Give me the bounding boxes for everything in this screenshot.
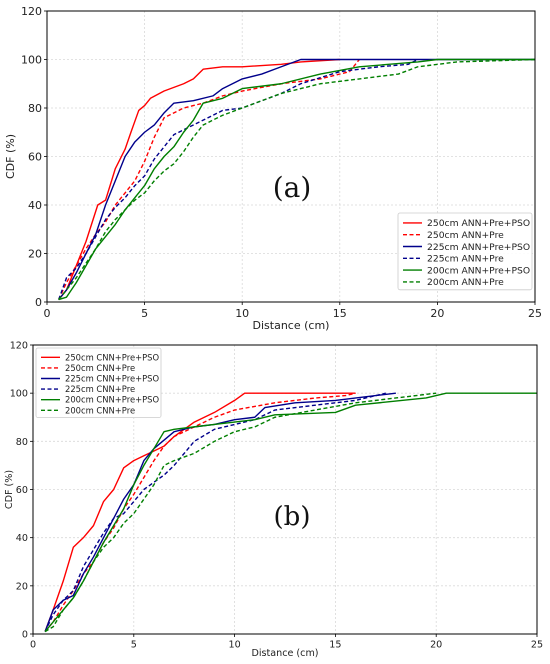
tick-labels: 0 5 10 15 20 25 0 20 40 60 80 100 120 [10,340,543,650]
y-tick-label: 100 [21,53,42,66]
y-tick-label: 20 [16,581,28,592]
legend-label-5: 200cm CNN+Pre+PSO [65,395,160,405]
legend-label-6: 200cm ANN+Pre [427,277,504,288]
x-tick-label: 0 [30,640,36,651]
y-axis-label: CDF (%) [4,470,15,509]
chart-panel-b: 0 5 10 15 20 25 0 20 40 60 80 100 120 Distance (cm) CD… [4,340,543,659]
legend-label-5: 200cm ANN+Pre+PSO [427,265,530,276]
series-line-3 [44,392,396,632]
y-tick-label: 100 [10,389,28,400]
x-tick-label: 10 [235,307,249,320]
y-tick-label: 80 [16,437,28,448]
series-line-1 [58,58,340,301]
x-tick-label: 15 [333,307,347,320]
y-tick-label: 60 [16,485,28,496]
tick-labels: 0 5 10 15 20 25 0 20 40 60 80 100 120 [21,5,542,320]
panel-label: (a) [273,171,312,204]
series-line-2 [58,59,360,300]
y-tick-label: 0 [35,296,42,309]
legend-label-3: 225cm ANN+Pre+PSO [427,242,530,253]
x-tick-label: 10 [228,640,240,651]
legend-label-4: 225cm CNN+Pre [65,384,135,394]
legend-label-2: 250cm CNN+Pre [65,363,135,373]
series-line-1 [44,392,356,632]
series-group [44,392,537,633]
legend-label-4: 225cm ANN+Pre [427,254,504,265]
series-line-4 [58,58,419,300]
series-line-2 [44,392,356,633]
y-tick-label: 80 [28,102,42,115]
y-tick-label: 60 [28,150,42,163]
x-tick-label: 15 [329,640,341,651]
x-axis-label: Distance (cm) [253,319,330,332]
legend-label-1: 250cm ANN+Pre+PSO [427,218,530,229]
legend-label-1: 250cm CNN+Pre+PSO [65,352,160,362]
y-axis-label: CDF (%) [4,134,17,179]
y-tick-label: 120 [10,340,28,351]
x-tick-label: 5 [131,640,137,651]
x-tick-label: 25 [531,640,543,651]
series-line-4 [44,392,386,632]
y-tick-label: 0 [22,629,28,640]
y-tick-label: 40 [16,533,28,544]
y-tick-label: 20 [28,247,42,260]
x-axis-label: Distance (cm) [251,648,318,659]
legend-box [397,212,533,291]
series-line-6 [58,58,536,301]
legend-box [35,347,162,418]
chart-panel-a: 0 5 10 15 20 25 0 20 40 60 80 100 120 Distance (cm) CD… [4,5,542,332]
legend-label-6: 200cm CNN+Pre [65,405,135,415]
x-tick-label: 20 [430,307,444,320]
legend-label-2: 250cm ANN+Pre [427,230,504,241]
legend-label-3: 225cm CNN+Pre+PSO [65,374,160,384]
y-tick-label: 120 [21,5,42,18]
panel-label: (b) [274,502,311,532]
x-tick-label: 5 [141,307,148,320]
x-tick-label: 0 [44,307,51,320]
series-group [58,58,536,301]
x-tick-label: 20 [430,640,442,651]
x-tick-label: 25 [528,307,542,320]
y-tick-label: 40 [28,199,42,212]
series-line-6 [44,392,437,633]
